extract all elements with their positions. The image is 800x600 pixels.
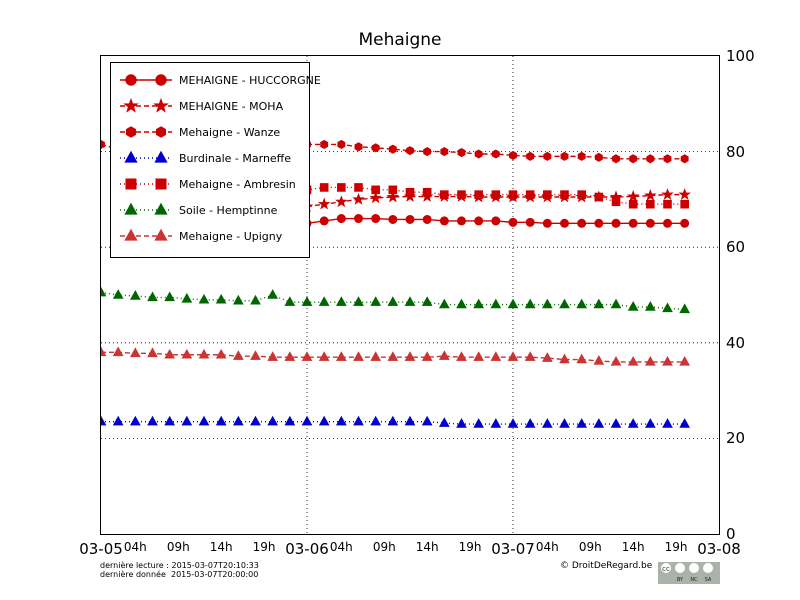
legend-marker-square-icon: [117, 173, 175, 195]
legend-label: Soile - Hemptinne: [179, 203, 278, 217]
legend-marker-circle-icon: [117, 69, 175, 91]
legend-item: Burdinale - Marneffe: [111, 145, 309, 171]
legend-item: Mehaigne - Ambresin: [111, 171, 309, 197]
series-mehaigne-upigny: [101, 346, 691, 366]
y-tick-label: 0: [726, 525, 736, 543]
legend-item: MEHAIGNE - MOHA: [111, 93, 309, 119]
x-tick-label-minor: 14h: [209, 540, 233, 554]
legend-label: MEHAIGNE - MOHA: [179, 99, 284, 113]
x-tick-label-minor: 19h: [458, 540, 482, 554]
legend-label: Mehaigne - Upigny: [179, 229, 283, 243]
legend-label: Burdinale - Marneffe: [179, 151, 292, 165]
credit-text: © DroitDeRegard.be: [560, 561, 653, 571]
legend-marker-hexagon-icon: [117, 121, 175, 143]
series-burdinale-marneffe: [101, 415, 691, 428]
legend-item: Mehaigne - Wanze: [111, 119, 309, 145]
svg-text:cc: cc: [662, 565, 670, 573]
legend-marker-triangle-icon: [117, 147, 175, 169]
footer-line-2: dernière donnée 2015-03-07T20:00:00: [100, 570, 259, 579]
x-tick-label-minor: 09h: [578, 540, 602, 554]
footer-readings: dernière lecture : 2015-03-07T20:10:33 d…: [100, 561, 259, 579]
x-tick-label-major: 03-08: [697, 540, 741, 558]
svg-text:NC: NC: [690, 577, 698, 583]
x-tick-label-minor: 14h: [621, 540, 645, 554]
y-tick-label: 100: [726, 47, 755, 65]
chart-legend: MEHAIGNE - HUCCORGNE MEHAIGNE - MOHA Mehai…: [110, 62, 321, 258]
y-tick-label: 80: [726, 142, 746, 161]
x-tick-label-minor: 09h: [166, 540, 190, 554]
x-tick-label-minor: 04h: [535, 540, 559, 554]
series-mehaigne-huccorgne: [302, 214, 690, 228]
y-tick-label: 40: [726, 333, 746, 352]
x-tick-label-minor: 09h: [372, 540, 396, 554]
x-tick-label-major: 03-06: [285, 540, 329, 558]
legend-marker-triangle-icon: [117, 199, 175, 221]
legend-marker-star-icon: [117, 95, 175, 117]
footer-line-1: dernière lecture : 2015-03-07T20:10:33: [100, 561, 259, 570]
y-tick-label: 60: [726, 238, 746, 257]
creative-commons-badge: cc BY NC SA: [658, 562, 720, 584]
x-tick-label-major: 03-05: [79, 540, 123, 558]
svg-text:BY: BY: [677, 577, 684, 583]
chart-title: Mehaigne: [358, 30, 442, 50]
x-tick-label-minor: 14h: [415, 540, 439, 554]
legend-item: Soile - Hemptinne: [111, 197, 309, 223]
y-tick-label: 20: [726, 429, 746, 448]
x-tick-label-minor: 04h: [329, 540, 353, 554]
legend-item: Mehaigne - Upigny: [111, 223, 309, 249]
legend-label: Mehaigne - Ambresin: [179, 177, 296, 191]
legend-label: MEHAIGNE - HUCCORGNE: [179, 73, 321, 87]
series-soile-hemptinne: [101, 286, 691, 314]
x-tick-label-minor: 19h: [664, 540, 688, 554]
x-tick-label-minor: 04h: [123, 540, 147, 554]
svg-text:SA: SA: [705, 577, 712, 583]
legend-label: Mehaigne - Wanze: [179, 125, 281, 139]
x-tick-label-major: 03-07: [491, 540, 535, 558]
legend-marker-triangle-icon: [117, 225, 175, 247]
legend-item: MEHAIGNE - HUCCORGNE: [111, 67, 321, 93]
x-tick-label-minor: 19h: [252, 540, 276, 554]
